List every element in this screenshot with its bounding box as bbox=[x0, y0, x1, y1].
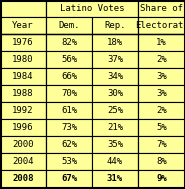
Text: Share of: Share of bbox=[140, 4, 183, 13]
Bar bbox=[138, 119, 185, 136]
Bar bbox=[138, 34, 185, 51]
Text: 18%: 18% bbox=[107, 38, 123, 47]
Bar bbox=[92, 85, 138, 102]
Text: 1984: 1984 bbox=[12, 72, 34, 81]
Bar bbox=[46, 68, 92, 85]
Text: 8%: 8% bbox=[156, 157, 167, 166]
Text: 82%: 82% bbox=[61, 38, 77, 47]
Text: 1996: 1996 bbox=[12, 123, 34, 132]
Bar bbox=[46, 119, 92, 136]
Bar bbox=[138, 0, 185, 17]
Text: 62%: 62% bbox=[61, 140, 77, 149]
Bar bbox=[0, 102, 46, 119]
Bar bbox=[92, 68, 138, 85]
Bar bbox=[46, 51, 92, 68]
Bar bbox=[0, 51, 46, 68]
Text: 2%: 2% bbox=[156, 106, 167, 115]
Bar bbox=[138, 170, 185, 187]
Bar bbox=[46, 85, 92, 102]
Text: 3%: 3% bbox=[156, 72, 167, 81]
Text: 2%: 2% bbox=[156, 55, 167, 64]
Text: Dem.: Dem. bbox=[58, 21, 80, 30]
Text: 44%: 44% bbox=[107, 157, 123, 166]
Bar bbox=[46, 0, 138, 17]
Text: 31%: 31% bbox=[107, 174, 123, 183]
Text: 37%: 37% bbox=[107, 55, 123, 64]
Bar bbox=[0, 119, 46, 136]
Text: 61%: 61% bbox=[61, 106, 77, 115]
Text: Year: Year bbox=[12, 21, 34, 30]
Bar bbox=[0, 136, 46, 153]
Text: 1980: 1980 bbox=[12, 55, 34, 64]
Bar bbox=[138, 51, 185, 68]
Text: 56%: 56% bbox=[61, 55, 77, 64]
Bar bbox=[92, 170, 138, 187]
Bar bbox=[92, 136, 138, 153]
Text: 25%: 25% bbox=[107, 106, 123, 115]
Text: Rep.: Rep. bbox=[104, 21, 126, 30]
Bar bbox=[0, 85, 46, 102]
Bar bbox=[46, 136, 92, 153]
Bar bbox=[92, 34, 138, 51]
Text: 1988: 1988 bbox=[12, 89, 34, 98]
Text: 5%: 5% bbox=[156, 123, 167, 132]
Bar bbox=[138, 68, 185, 85]
Bar bbox=[92, 51, 138, 68]
Bar bbox=[92, 102, 138, 119]
Text: 7%: 7% bbox=[156, 140, 167, 149]
Bar bbox=[46, 102, 92, 119]
Text: 1%: 1% bbox=[156, 38, 167, 47]
Text: 1976: 1976 bbox=[12, 38, 34, 47]
Bar bbox=[0, 0, 46, 17]
Bar bbox=[138, 136, 185, 153]
Text: 21%: 21% bbox=[107, 123, 123, 132]
Bar bbox=[0, 170, 46, 187]
Text: 67%: 67% bbox=[61, 174, 77, 183]
Text: 1992: 1992 bbox=[12, 106, 34, 115]
Bar bbox=[92, 17, 138, 34]
Text: 73%: 73% bbox=[61, 123, 77, 132]
Bar bbox=[138, 85, 185, 102]
Bar bbox=[92, 119, 138, 136]
Text: 53%: 53% bbox=[61, 157, 77, 166]
Bar bbox=[92, 153, 138, 170]
Bar bbox=[138, 17, 185, 34]
Text: 30%: 30% bbox=[107, 89, 123, 98]
Text: 2004: 2004 bbox=[12, 157, 34, 166]
Bar bbox=[46, 153, 92, 170]
Text: Electorate: Electorate bbox=[135, 21, 185, 30]
Text: 9%: 9% bbox=[156, 174, 167, 183]
Bar bbox=[0, 68, 46, 85]
Text: 2008: 2008 bbox=[12, 174, 34, 183]
Bar bbox=[46, 34, 92, 51]
Bar bbox=[46, 17, 92, 34]
Text: Latino Votes: Latino Votes bbox=[60, 4, 124, 13]
Bar bbox=[138, 153, 185, 170]
Text: 2000: 2000 bbox=[12, 140, 34, 149]
Bar bbox=[0, 17, 46, 34]
Text: 34%: 34% bbox=[107, 72, 123, 81]
Bar bbox=[138, 102, 185, 119]
Bar bbox=[0, 34, 46, 51]
Text: 3%: 3% bbox=[156, 89, 167, 98]
Text: 35%: 35% bbox=[107, 140, 123, 149]
Bar bbox=[0, 153, 46, 170]
Bar bbox=[46, 170, 92, 187]
Text: 66%: 66% bbox=[61, 72, 77, 81]
Text: 70%: 70% bbox=[61, 89, 77, 98]
